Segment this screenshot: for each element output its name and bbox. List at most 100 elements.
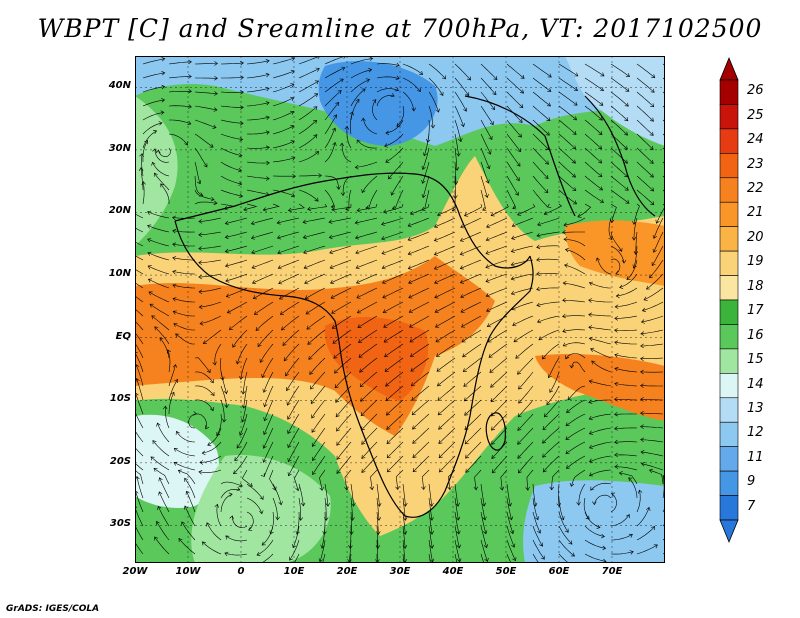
streamline-arrow — [276, 235, 281, 240]
streamline — [251, 259, 274, 269]
streamline — [172, 230, 196, 233]
streamline — [293, 553, 300, 563]
streamline-arrow — [354, 235, 359, 240]
streamline — [480, 63, 498, 80]
streamline — [152, 162, 170, 177]
streamline — [636, 161, 654, 178]
streamline-arrow — [633, 251, 639, 255]
streamline — [619, 273, 638, 288]
streamline — [355, 161, 378, 168]
lon-label: 20W — [122, 566, 148, 577]
streamline — [381, 245, 404, 254]
streamline-arrow — [544, 189, 549, 194]
streamline — [152, 440, 170, 457]
streamline — [589, 338, 612, 345]
colorbar-label: 26 — [747, 83, 764, 99]
lon-label: 40E — [442, 566, 464, 577]
streamline — [298, 151, 319, 163]
streamline — [454, 105, 464, 127]
streamline-arrow — [563, 237, 568, 242]
streamline-arrow — [538, 336, 543, 341]
streamline — [562, 329, 586, 332]
streamline — [382, 273, 404, 284]
streamline — [263, 427, 274, 449]
streamline-arrow — [214, 503, 219, 508]
streamline-arrow — [651, 74, 656, 78]
streamline — [506, 161, 520, 181]
streamline-arrow — [614, 304, 619, 309]
streamline — [512, 217, 534, 227]
streamline-arrow — [152, 440, 157, 445]
streamline-arrow — [546, 117, 551, 121]
streamline-arrow — [614, 381, 619, 387]
streamline — [614, 441, 638, 443]
streamline — [147, 225, 170, 233]
streamline-arrow — [483, 530, 488, 535]
streamline — [596, 257, 612, 275]
streamline — [220, 371, 227, 394]
streamline-arrow — [153, 172, 158, 177]
colorbar-label: 11 — [747, 449, 764, 465]
streamline-arrow — [172, 297, 177, 302]
streamline-arrow — [573, 101, 578, 106]
streamline-arrow — [185, 490, 190, 495]
colorbar-label: 25 — [747, 107, 764, 123]
streamline — [383, 315, 404, 328]
streamline — [298, 93, 318, 107]
streamline-arrow — [360, 412, 365, 417]
streamline — [203, 329, 222, 344]
streamline-arrow — [151, 161, 156, 166]
streamline-arrow — [261, 541, 266, 546]
streamline — [176, 431, 196, 443]
streamline-arrow — [407, 251, 412, 256]
streamline — [220, 105, 244, 108]
streamline-arrow — [650, 201, 655, 206]
streamline-arrow — [386, 468, 391, 473]
streamline — [571, 469, 586, 487]
streamline-arrow — [224, 404, 229, 409]
streamline-arrow — [331, 127, 337, 132]
streamline-arrow — [287, 207, 292, 213]
streamline-arrow — [172, 215, 177, 221]
streamline-arrow — [598, 145, 603, 150]
streamline — [460, 245, 482, 255]
colorbar-swatch — [719, 324, 739, 350]
streamline — [358, 343, 378, 358]
streamline — [411, 399, 430, 416]
streamline — [532, 77, 552, 92]
streamline-arrow — [437, 411, 442, 416]
streamline — [324, 102, 340, 121]
streamline — [653, 231, 664, 253]
streamline-arrow — [438, 439, 443, 444]
streamline — [636, 507, 650, 527]
streamline-arrow — [534, 516, 540, 521]
streamline — [460, 301, 482, 313]
colorbar-swatch — [719, 79, 739, 105]
streamline-arrow — [212, 124, 217, 129]
streamline — [511, 301, 534, 310]
streamline — [402, 91, 415, 111]
streamline — [506, 77, 524, 94]
streamline-arrow — [491, 440, 496, 445]
streamline — [135, 227, 144, 233]
streamline — [490, 385, 508, 402]
streamline-arrow — [187, 120, 192, 125]
streamline-arrow — [292, 543, 297, 548]
streamline-arrow — [205, 425, 210, 430]
streamline-arrow — [336, 469, 341, 474]
streamline-arrow — [199, 321, 204, 326]
streamline-arrow — [259, 495, 264, 500]
streamline — [542, 427, 560, 444]
streamline-arrow — [591, 360, 596, 365]
streamline — [409, 301, 430, 313]
streamline — [454, 133, 459, 157]
streamline — [480, 105, 494, 125]
streamline — [464, 385, 482, 402]
streamline — [206, 522, 222, 541]
streamline-arrow — [599, 101, 604, 106]
streamline-arrow — [590, 347, 595, 352]
streamline — [532, 497, 539, 520]
streamline-arrow — [456, 544, 461, 549]
streamline — [563, 239, 586, 247]
streamline-arrow — [517, 469, 522, 474]
